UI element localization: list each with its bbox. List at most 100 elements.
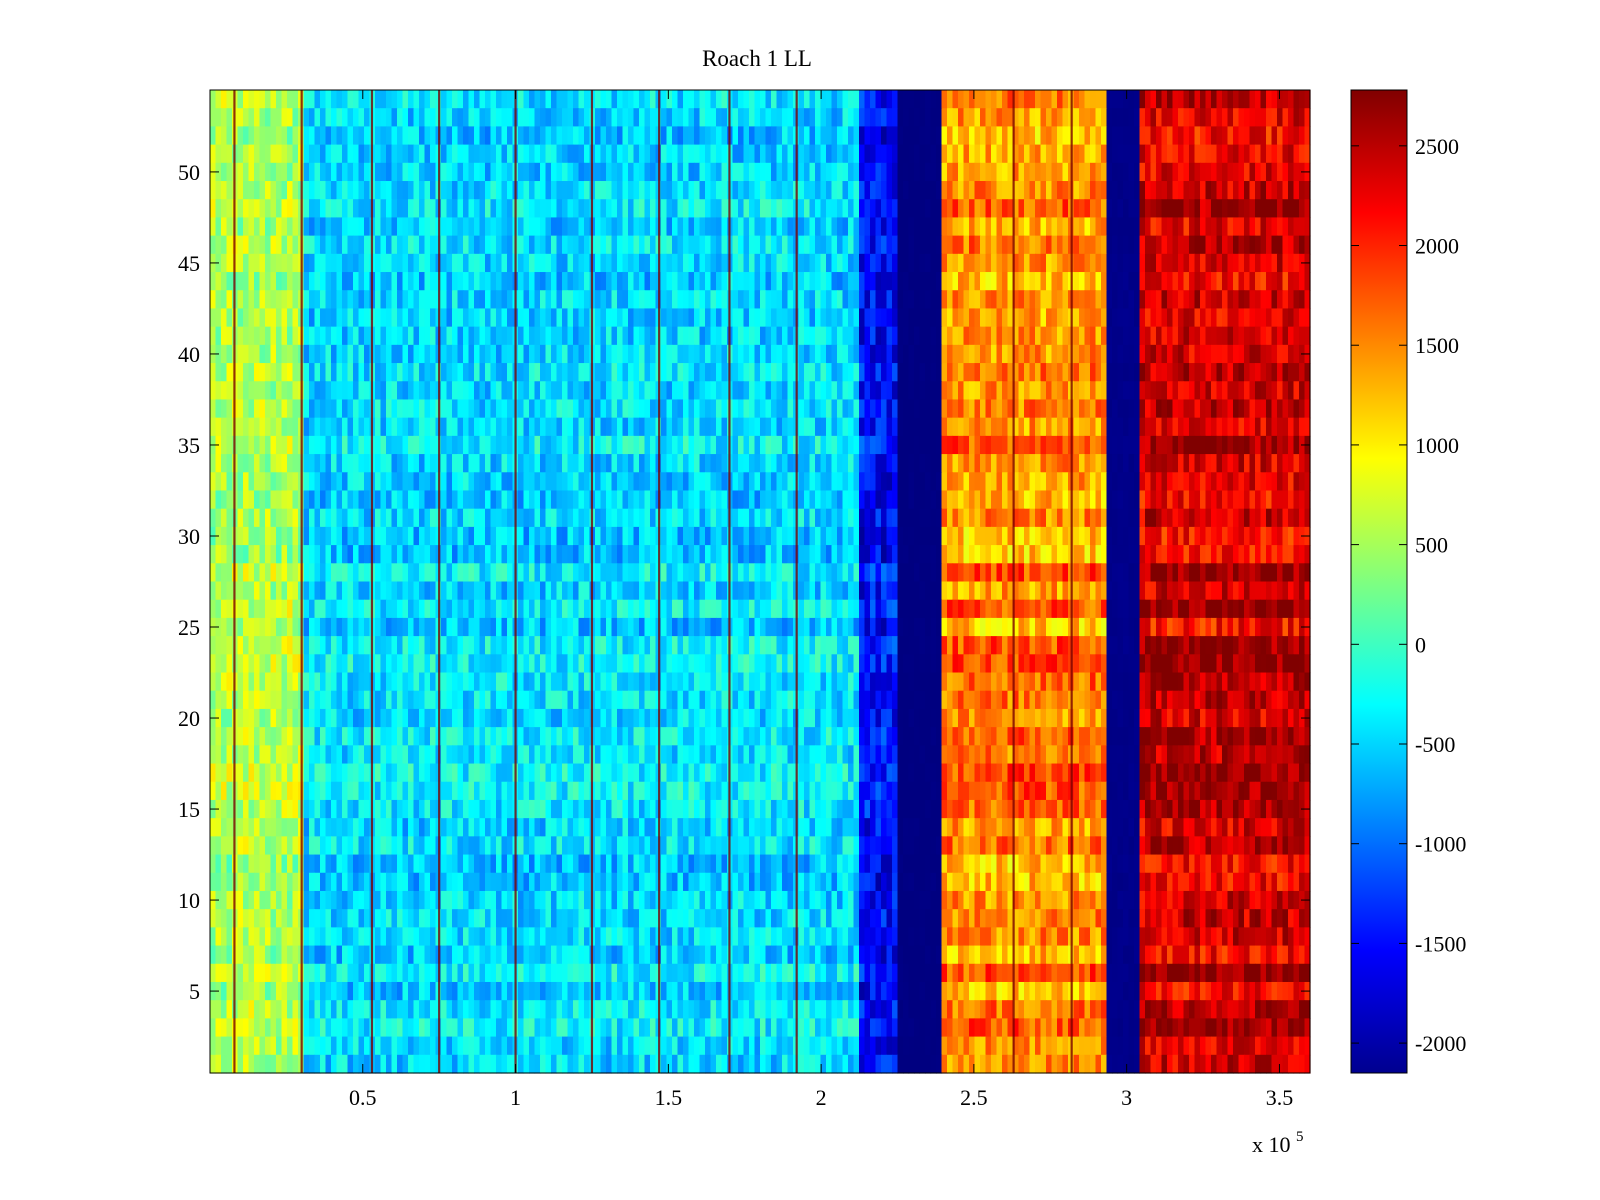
heatmap-cell: [738, 199, 745, 219]
heatmap-cell: [446, 108, 453, 127]
heatmap-cell: [490, 508, 497, 528]
heatmap-cell: [716, 162, 723, 182]
heatmap-cell: [507, 253, 514, 273]
heatmap-cell: [1106, 199, 1113, 219]
heatmap-cell: [441, 526, 448, 546]
heatmap-cell: [1150, 90, 1157, 109]
heatmap-cell: [1024, 490, 1031, 510]
heatmap-cell: [1029, 217, 1036, 237]
heatmap-cell: [490, 417, 497, 437]
heatmap-cell: [441, 90, 448, 109]
heatmap-cell: [391, 490, 398, 510]
heatmap-cell: [1007, 454, 1014, 473]
heatmap-cell: [853, 381, 860, 401]
heatmap-cell: [545, 526, 552, 546]
heatmap-cell: [639, 399, 646, 419]
heatmap-cell: [980, 272, 987, 291]
heatmap-cell: [710, 454, 717, 473]
heatmap-cell: [1029, 363, 1036, 382]
heatmap-cell: [1293, 90, 1300, 109]
heatmap-cell: [749, 108, 756, 127]
heatmap-cell: [1277, 126, 1284, 146]
heatmap-cell: [798, 454, 805, 473]
heatmap-cell: [831, 272, 838, 291]
heatmap-cell: [710, 417, 717, 437]
heatmap-cell: [787, 308, 794, 328]
heatmap-cell: [716, 435, 723, 455]
heatmap-cell: [325, 235, 332, 255]
heatmap-cell: [776, 454, 783, 473]
heatmap-cell: [468, 435, 475, 455]
heatmap-cell: [430, 162, 437, 182]
heatmap-cell: [974, 235, 981, 255]
heatmap-cell: [1035, 344, 1042, 364]
heatmap-cell: [908, 144, 915, 164]
heatmap-cell: [804, 217, 811, 237]
heatmap-cell: [721, 363, 728, 382]
heatmap-cell: [677, 326, 684, 346]
heatmap-cell: [287, 490, 294, 510]
heatmap-cell: [1238, 435, 1245, 455]
heatmap-cell: [226, 217, 233, 237]
heatmap-cell: [1282, 199, 1289, 219]
heatmap-cell: [897, 90, 904, 109]
heatmap-cell: [545, 217, 552, 237]
heatmap-cell: [578, 235, 585, 255]
heatmap-cell: [226, 417, 233, 437]
heatmap-cell: [1013, 217, 1020, 237]
heatmap-cell: [633, 490, 640, 510]
heatmap-cell: [930, 381, 937, 401]
heatmap-cell: [1194, 162, 1201, 182]
heatmap-cell: [1183, 326, 1190, 346]
heatmap-cell: [1079, 417, 1086, 437]
heatmap-cell: [1277, 253, 1284, 273]
heatmap-cell: [1167, 363, 1174, 382]
heatmap-cell: [1090, 308, 1097, 328]
heatmap-cell: [1062, 162, 1069, 182]
heatmap-cell: [342, 199, 349, 219]
heatmap-cell: [314, 526, 321, 546]
heatmap-cell: [1205, 217, 1212, 237]
heatmap-cell: [1090, 126, 1097, 146]
heatmap-cell: [1282, 108, 1289, 127]
heatmap-cell: [875, 326, 882, 346]
heatmap-cell: [963, 472, 970, 492]
heatmap-cell: [1183, 253, 1190, 273]
heatmap-cell: [1233, 344, 1240, 364]
heatmap-cell: [776, 235, 783, 255]
heatmap-cell: [215, 108, 222, 127]
heatmap-cell: [1013, 526, 1020, 546]
heatmap-cell: [1123, 399, 1130, 419]
heatmap-cell: [210, 144, 217, 164]
heatmap-cell: [985, 435, 992, 455]
heatmap-cell: [815, 526, 822, 546]
heatmap-cell: [408, 454, 415, 473]
heatmap-cell: [776, 308, 783, 328]
heatmap-cell: [1277, 90, 1284, 109]
heatmap-cell: [947, 526, 954, 546]
heatmap-cell: [958, 472, 965, 492]
heatmap-cell: [1007, 508, 1014, 528]
heatmap-cell: [1167, 290, 1174, 310]
heatmap-cell: [215, 217, 222, 237]
heatmap-cell: [600, 435, 607, 455]
heatmap-cell: [837, 344, 844, 364]
heatmap-cell: [578, 290, 585, 310]
heatmap-cell: [1161, 126, 1168, 146]
heatmap-cell: [622, 308, 629, 328]
heatmap-cell: [694, 253, 701, 273]
heatmap-cell: [606, 108, 613, 127]
heatmap-cell: [584, 490, 591, 510]
heatmap-cell: [738, 399, 745, 419]
heatmap-cell: [1101, 417, 1108, 437]
heatmap-cell: [639, 326, 646, 346]
heatmap-cell: [952, 308, 959, 328]
heatmap-cell: [573, 253, 580, 273]
heatmap-cell: [771, 417, 778, 437]
heatmap-cell: [1172, 472, 1179, 492]
heatmap-cell: [1112, 526, 1119, 546]
heatmap-cell: [1112, 290, 1119, 310]
heatmap-cell: [485, 253, 492, 273]
heatmap-cell: [1024, 90, 1031, 109]
heatmap-cell: [534, 417, 541, 437]
